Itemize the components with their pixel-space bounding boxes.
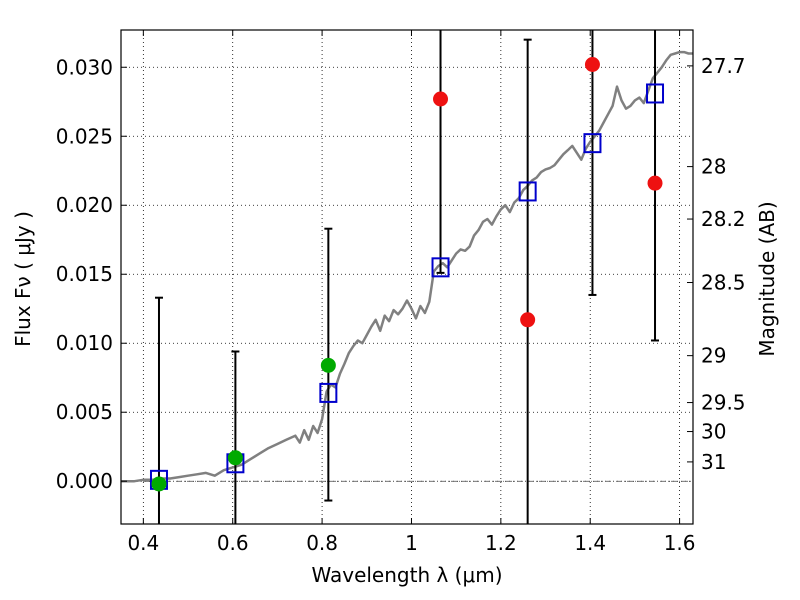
right-tick-label: 29.5 [701,391,746,415]
x-tick-label: 0.4 [127,531,159,555]
upper-limit-point [433,91,449,107]
upper-limit-point [584,56,600,72]
right-tick-label: 27.7 [701,54,746,78]
detection-point [227,450,243,466]
model-photometry-square [646,83,665,104]
x-tick-label: 1 [405,531,418,555]
tick-layer: 0.4 0.6 0.8 1 1.2 1.4 1.6 0.000 0.005 0.010 0.015 0… [56,30,746,555]
right-tick-label: 29 [701,344,726,368]
model-photometry-square [431,257,450,278]
y-tick-label: 0.030 [56,55,113,79]
right-tick-label: 31 [701,450,726,474]
model-sed-line [121,50,693,483]
y-tick-label: 0.020 [56,193,113,217]
model-photometry-square [319,382,338,403]
y-tick-label: 0.015 [56,262,113,286]
x-tick-label: 0.6 [217,531,249,555]
x-tick-label: 1.2 [485,531,517,555]
plot-frame [120,29,694,525]
model-photometry-square [583,133,602,154]
x-tick-label: 0.8 [306,531,338,555]
y-tick-label: 0.000 [56,469,113,493]
x-tick-label: 1.6 [664,531,696,555]
y-tick-label: 0.010 [56,331,113,355]
detection-point [320,357,336,373]
x-tick-label: 1.4 [574,531,606,555]
detection-point [151,476,167,492]
y-tick-label: 0.025 [56,124,113,148]
x-axis-label: Wavelength λ (μm) [311,563,502,587]
upper-limit-point [520,312,536,328]
right-tick-label: 28 [701,155,726,179]
y-axis-label: Flux Fν ( μJy ) [11,211,35,347]
upper-limit-point [647,175,663,191]
right-tick-label: 28.2 [701,207,746,231]
right-tick-label: 28.5 [701,271,746,295]
point-layer [149,56,665,492]
model-curve-layer [121,50,693,483]
right-tick-label: 30 [701,420,726,444]
y-tick-label: 0.005 [56,400,113,424]
y-axis-right-label: Magnitude (AB) [755,201,779,356]
model-photometry-square [518,181,537,202]
